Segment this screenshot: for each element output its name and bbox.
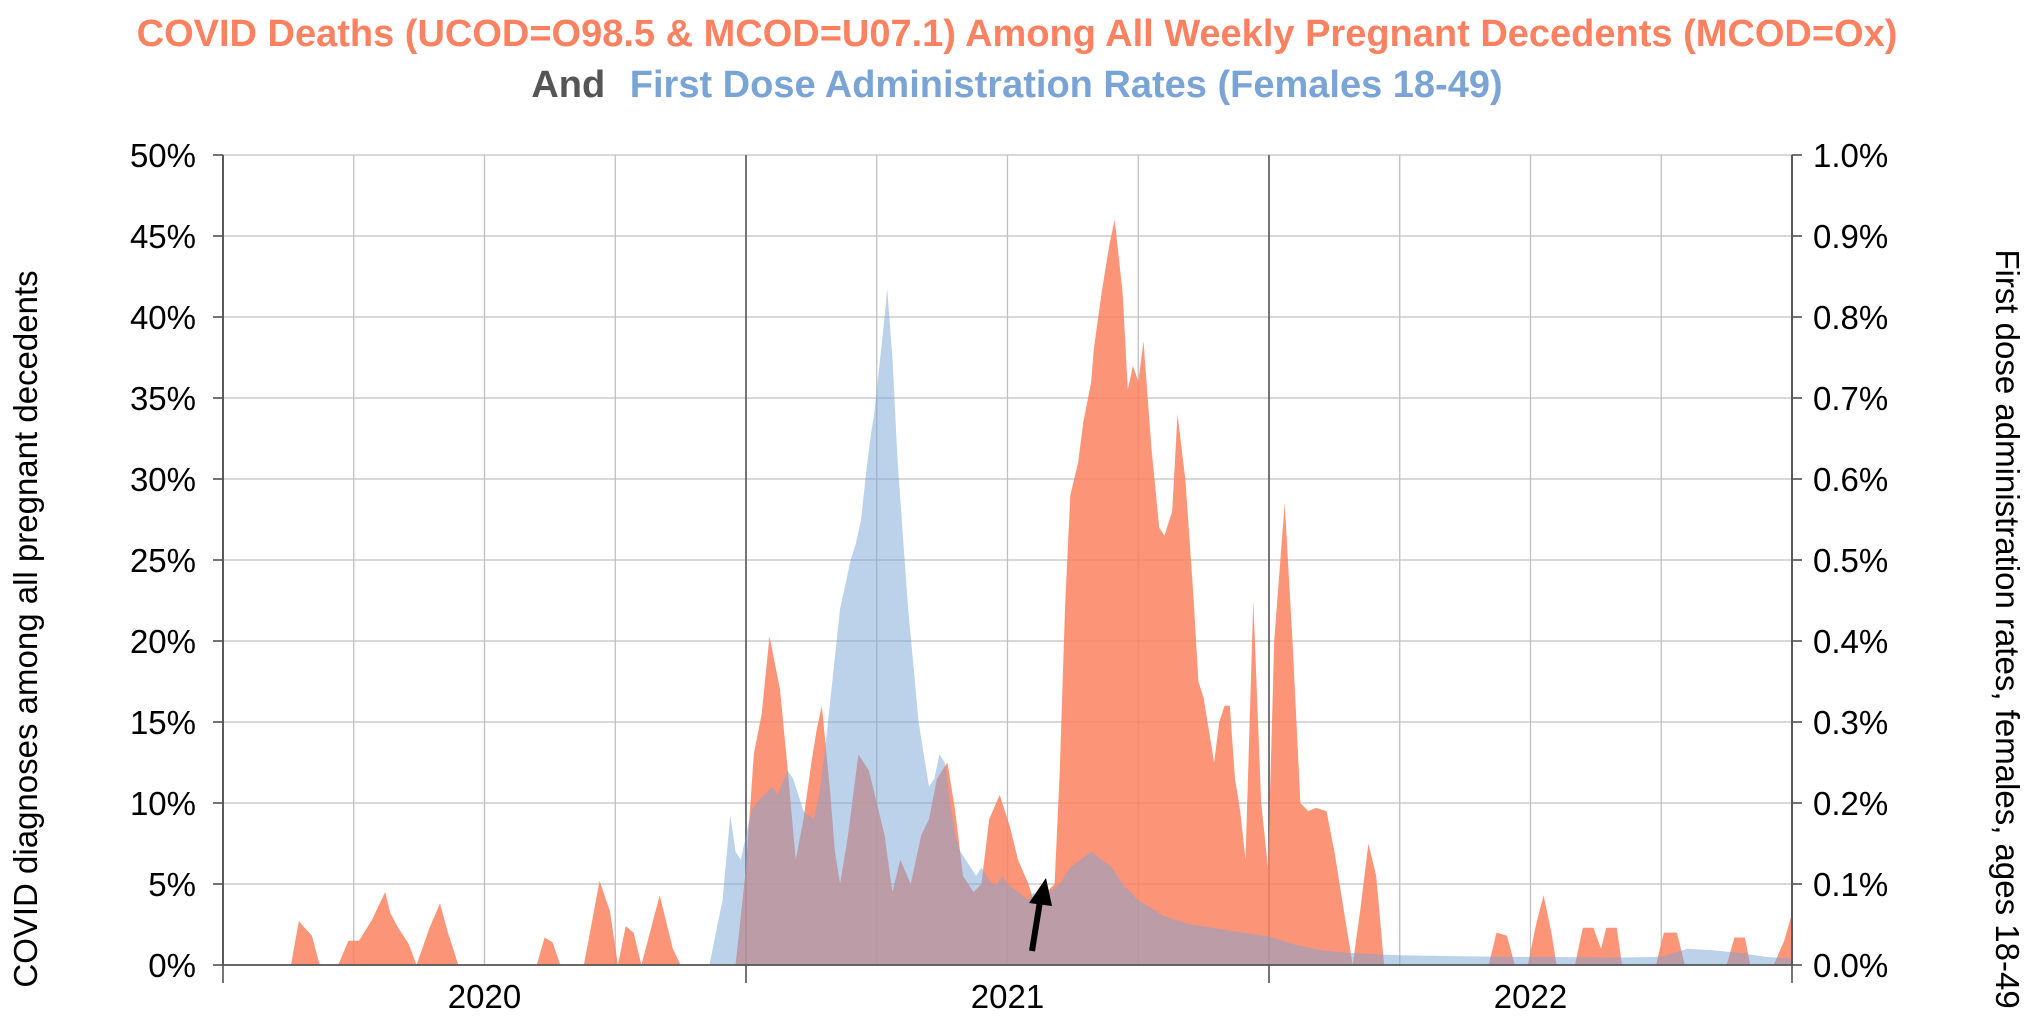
- y-tick-label-left: 45%: [130, 218, 196, 255]
- y-tick-label-left: 25%: [130, 542, 196, 579]
- y-tick-label-left: 0%: [148, 947, 196, 984]
- y-tick-label-right: 0.7%: [1813, 380, 1888, 417]
- y-tick-label-left: 35%: [130, 380, 196, 417]
- right-axis-title: First dose administration rates, females…: [1989, 249, 2026, 1008]
- y-tick-label-right: 0.1%: [1813, 866, 1888, 903]
- y-tick-label-left: 5%: [148, 866, 196, 903]
- left-axis-title: COVID diagnoses among all pregnant deced…: [7, 270, 44, 987]
- y-tick-label-right: 0.3%: [1813, 704, 1888, 741]
- y-tick-label-right: 0.0%: [1813, 947, 1888, 984]
- y-tick-label-right: 0.8%: [1813, 299, 1888, 336]
- chart-title-line2-prefix: And: [531, 64, 605, 106]
- y-tick-label-right: 0.6%: [1813, 461, 1888, 498]
- arrow-head: [1029, 878, 1052, 906]
- annotation-arrow: [1029, 878, 1052, 952]
- y-tick-label-left: 15%: [130, 704, 196, 741]
- chart-title-line2: And First Dose Administration Rates (Fem…: [531, 64, 1502, 106]
- y-tick-label-right: 0.9%: [1813, 218, 1888, 255]
- y-tick-label-left: 50%: [130, 137, 196, 174]
- y-tick-label-right: 1.0%: [1813, 137, 1888, 174]
- y-tick-label-left: 30%: [130, 461, 196, 498]
- y-tick-label-left: 40%: [130, 299, 196, 336]
- y-tick-label-right: 0.4%: [1813, 623, 1888, 660]
- x-tick-label: 2020: [448, 978, 521, 1015]
- x-tick-label: 2021: [971, 978, 1044, 1015]
- chart-title-line1: COVID Deaths (UCOD=O98.5 & MCOD=U07.1) A…: [137, 13, 1898, 55]
- x-tick-label: 2022: [1494, 978, 1567, 1015]
- y-tick-label-left: 20%: [130, 623, 196, 660]
- y-tick-label-right: 0.2%: [1813, 785, 1888, 822]
- y-tick-label-left: 10%: [130, 785, 196, 822]
- axes: 0% 0.0% 5% 0.1% 10% 0.2% 15% 0.3% 20% 0.4% 25% 0.5%…: [130, 137, 1888, 1015]
- chart-title-line2-rest: First Dose Administration Rates (Females…: [630, 64, 1503, 106]
- y-tick-label-right: 0.5%: [1813, 542, 1888, 579]
